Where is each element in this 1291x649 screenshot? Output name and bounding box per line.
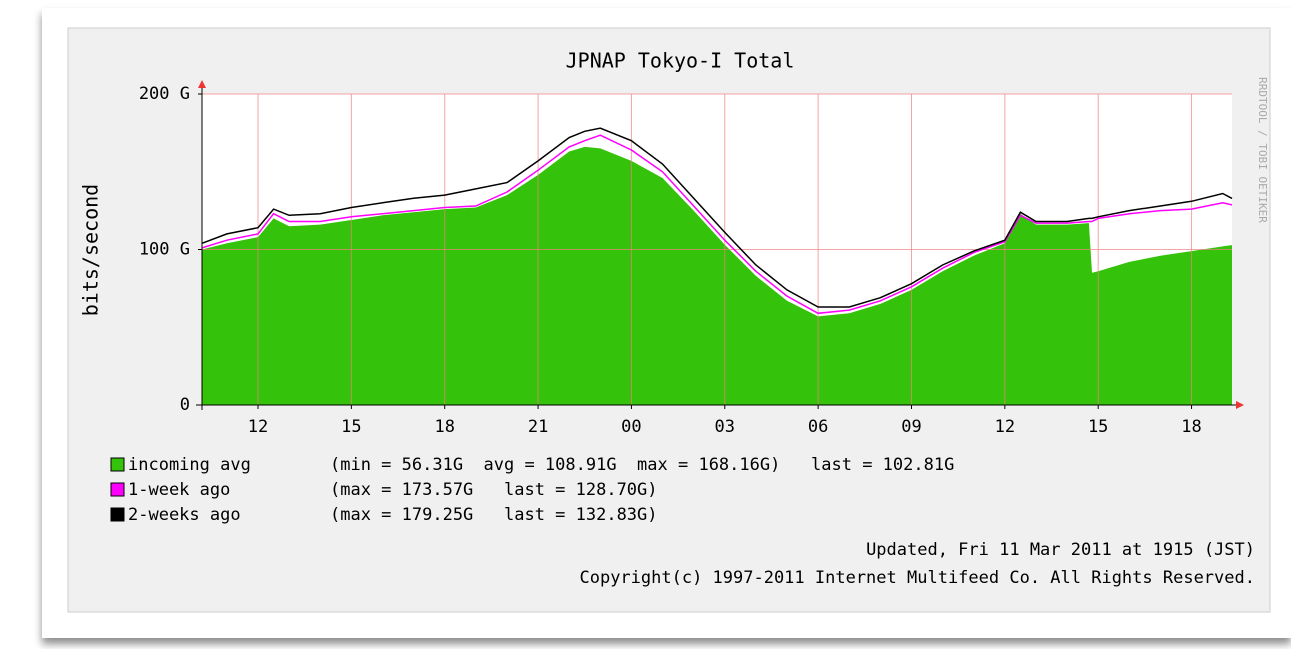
y-tick-label: 100 G [139, 240, 190, 260]
legend-swatch [110, 457, 125, 472]
x-tick-label: 00 [621, 417, 641, 437]
updated: Updated, Fri 11 Mar 2011 at 1915 (JST) [866, 540, 1255, 560]
legend-stats: (min = 56.31G avg = 108.91G max = 168.16… [330, 455, 954, 475]
y-tick-label: 0 [180, 395, 190, 415]
x-tick-label: 03 [715, 417, 735, 437]
x-tick-label: 21 [528, 417, 548, 437]
x-tick-label: 15 [341, 417, 361, 437]
x-tick-label: 18 [434, 417, 454, 437]
watermark: RRDTOOL / TOBI OETIKER [1256, 77, 1269, 223]
y-axis-arrow [198, 80, 206, 88]
y-tick-label: 200 G [139, 84, 190, 104]
x-tick-label: 12 [248, 417, 268, 437]
x-tick-label: 18 [1181, 417, 1201, 437]
x-tick-label: 06 [808, 417, 828, 437]
y-axis-label: bits/second [79, 184, 103, 316]
copyright: Copyright(c) 1997-2011 Internet Multifee… [579, 568, 1255, 588]
x-axis-arrow [1236, 401, 1244, 409]
legend-stats: (max = 179.25G last = 132.83G) [330, 505, 658, 525]
legend-label: 1-week ago [128, 480, 230, 500]
chart-title: JPNAP Tokyo-I Total [566, 49, 795, 73]
legend-label: 2-weeks ago [128, 505, 241, 525]
line [201, 134, 1233, 315]
legend-swatch [110, 507, 125, 522]
legend-stats: (max = 173.57G last = 128.70G) [330, 480, 658, 500]
x-tick-label: 15 [1088, 417, 1108, 437]
x-tick-label: 12 [995, 417, 1015, 437]
legend-label: incoming avg [128, 455, 251, 475]
x-tick-label: 09 [901, 417, 921, 437]
area [202, 146, 1232, 405]
line [201, 127, 1233, 308]
legend-swatch [110, 482, 125, 497]
